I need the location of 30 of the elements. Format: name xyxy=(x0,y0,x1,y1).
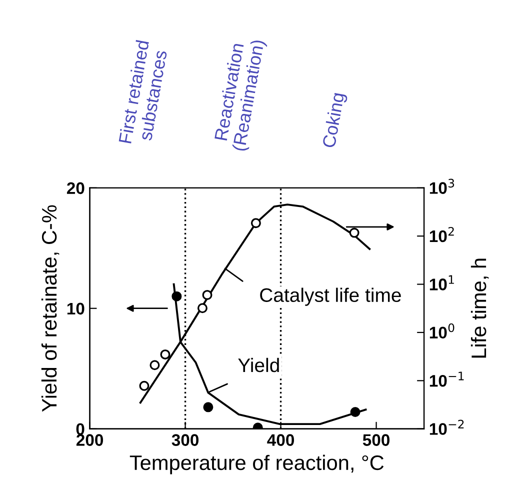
x-tick-label: 500 xyxy=(362,434,390,446)
point xyxy=(202,290,212,300)
x-tick-label: 200 xyxy=(76,434,104,446)
x-axis-title: Temperature of reaction, °C xyxy=(130,454,384,474)
y-axis-title: Yield of retainate, C-% xyxy=(41,205,60,412)
y2-tick-label: 10$^{0}$ xyxy=(430,323,454,339)
point xyxy=(172,291,182,302)
point xyxy=(197,303,208,314)
point xyxy=(160,349,170,360)
text: First retained substances xyxy=(118,40,168,144)
text: Coking xyxy=(322,92,348,149)
y2-tick-label: 10$^{1}$ xyxy=(430,275,454,290)
x-tick-label: 400 xyxy=(267,434,294,446)
point xyxy=(139,380,150,391)
y2-tick-label: 10$^{2}$ xyxy=(430,226,454,242)
y2-tick-label: 10$^{3}$ xyxy=(430,178,454,194)
x-tick-label: 300 xyxy=(172,434,199,446)
annotation: Catalyst life time xyxy=(260,288,401,306)
point xyxy=(150,360,160,370)
point xyxy=(203,402,214,412)
y-tick-label: 0 xyxy=(76,423,84,436)
point xyxy=(349,228,360,238)
y-tick-label: 10 xyxy=(67,302,84,315)
y2-tick-label: 10$^{−1}$ xyxy=(430,372,464,387)
y2-axis-title: Life time, h xyxy=(470,258,489,358)
y-tick-label: 20 xyxy=(66,182,84,194)
point xyxy=(350,406,360,417)
point xyxy=(250,218,261,228)
annotation: Yield xyxy=(238,358,279,372)
y2-tick-label: 10$^{−2}$ xyxy=(430,420,464,435)
